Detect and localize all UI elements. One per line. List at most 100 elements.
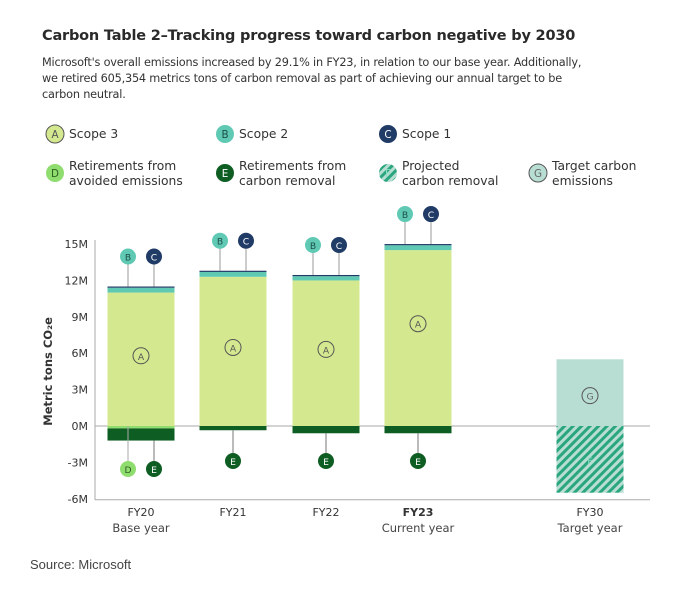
bar-d-fy20 [107, 426, 175, 429]
bar-e-fy20 [107, 428, 175, 441]
x-tick-sublabel: Current year [382, 521, 455, 535]
y-tick-label: 12M [65, 274, 89, 287]
badge-letter: B [125, 253, 131, 264]
badge-letter: A [415, 320, 422, 331]
legend-label-c: Scope 1 [402, 127, 451, 141]
y-tick-label: -6M [68, 493, 88, 506]
legend-badge-a [317, 340, 335, 358]
legend-badge-a [132, 347, 150, 365]
badge-letter: G [586, 392, 593, 403]
y-tick-label: -3M [68, 456, 88, 469]
legend-badge-e [318, 453, 334, 469]
legend-badge-c [423, 206, 439, 223]
bar-e-fy23 [384, 426, 452, 434]
bar-c-fy22 [292, 274, 360, 277]
legend-badge-g [528, 163, 548, 183]
y-tick-label: 9M [72, 311, 89, 324]
bar-c-fy20 [107, 286, 175, 288]
legend-badge-d [46, 164, 64, 182]
legend-label-g: Target carbon [551, 159, 636, 173]
badge-letter: G [534, 168, 542, 180]
legend-label-f: Projected [402, 159, 459, 173]
subtitle-line: we retired 605,354 metrics tons of carbo… [42, 72, 562, 85]
badge-letter: D [124, 465, 131, 476]
legend-badge-a [45, 124, 65, 144]
legend-badge-f [582, 451, 598, 468]
bar-b-fy21 [199, 271, 267, 277]
legend-badge-e [216, 164, 234, 182]
legend-badge-e [410, 453, 426, 469]
legend-badge-e [146, 461, 162, 477]
y-tick-label: 3M [72, 384, 89, 397]
bar-b-fy22 [292, 276, 360, 281]
x-tick-label: FY22 [312, 506, 339, 519]
badge-letter: B [217, 237, 223, 248]
bar-b-fy20 [107, 287, 175, 293]
badge-letter: D [51, 168, 59, 180]
badge-letter: E [222, 168, 229, 180]
legend-label-e: Retirements from [239, 159, 346, 173]
badge-letter: E [415, 457, 421, 468]
source-note: Source: Microsoft [30, 557, 132, 572]
y-tick-label: 15M [65, 238, 89, 251]
badge-letter: C [428, 210, 434, 221]
badge-letter: E [230, 457, 236, 468]
bar-e-fy22 [292, 426, 360, 434]
badge-letter: C [384, 129, 391, 141]
subtitle-line: carbon neutral. [42, 88, 126, 101]
legend-label-a: Scope 3 [69, 127, 118, 141]
subtitle-line: Microsoft's overall emissions increased … [42, 56, 582, 69]
bar-b-fy23 [384, 245, 452, 251]
x-tick-label: FY21 [219, 506, 246, 519]
legend-badge-g [581, 387, 599, 405]
legend-label-f: carbon removal [402, 174, 498, 188]
badge-letter: E [151, 465, 157, 476]
badge-letter: C [336, 241, 342, 252]
legend-badge-f [379, 164, 397, 182]
badge-letter: C [243, 237, 249, 248]
badge-letter: A [51, 129, 58, 141]
legend-badge-c [379, 125, 397, 143]
bar-a-fy23 [384, 250, 452, 426]
legend-badge-e [225, 453, 241, 469]
legend-badge-b [305, 236, 321, 253]
bar-c-fy21 [199, 270, 267, 272]
badge-letter: A [323, 345, 330, 356]
x-tick-label: FY30 [576, 506, 603, 519]
x-tick-sublabel: Target year [557, 521, 623, 535]
legend-badge-c [146, 248, 162, 265]
y-axis-label: Metric tons CO₂e [41, 317, 55, 426]
badge-letter: B [221, 129, 228, 141]
y-tick-label: 0M [72, 420, 89, 433]
badge-letter: E [323, 457, 329, 468]
x-tick-label: FY23 [403, 506, 434, 519]
legend-badge-a [409, 315, 427, 333]
legend-label-b: Scope 2 [239, 127, 288, 141]
legend-badge-b [216, 125, 234, 143]
x-tick-label: FY20 [127, 506, 154, 519]
legend-label-d: avoided emissions [69, 174, 183, 188]
bar-e-fy21 [199, 426, 267, 431]
legend-badge-b [212, 232, 228, 249]
legend-badge-c [331, 236, 347, 253]
x-tick-sublabel: Base year [112, 521, 170, 535]
badge-letter: C [151, 253, 157, 264]
chart-title: Carbon Table 2–Tracking progress toward … [42, 28, 576, 44]
legend-label-g: emissions [552, 174, 613, 188]
bar-c-fy23 [384, 244, 452, 246]
legend-badge-a [224, 338, 242, 356]
badge-letter: B [402, 210, 408, 221]
badge-letter: F [587, 456, 592, 467]
legend-badge-c [238, 232, 254, 249]
legend-label-d: Retirements from [69, 159, 176, 173]
legend-badge-d [120, 461, 136, 477]
badge-letter: B [310, 241, 316, 252]
y-tick-label: 6M [72, 347, 89, 360]
badge-letter: A [138, 352, 145, 363]
badge-letter: F [385, 168, 391, 180]
badge-letter: A [230, 343, 237, 354]
chart-subtitle: Microsoft's overall emissions increased … [42, 55, 632, 103]
legend-badge-b [120, 248, 136, 265]
legend-badge-b [397, 206, 413, 223]
